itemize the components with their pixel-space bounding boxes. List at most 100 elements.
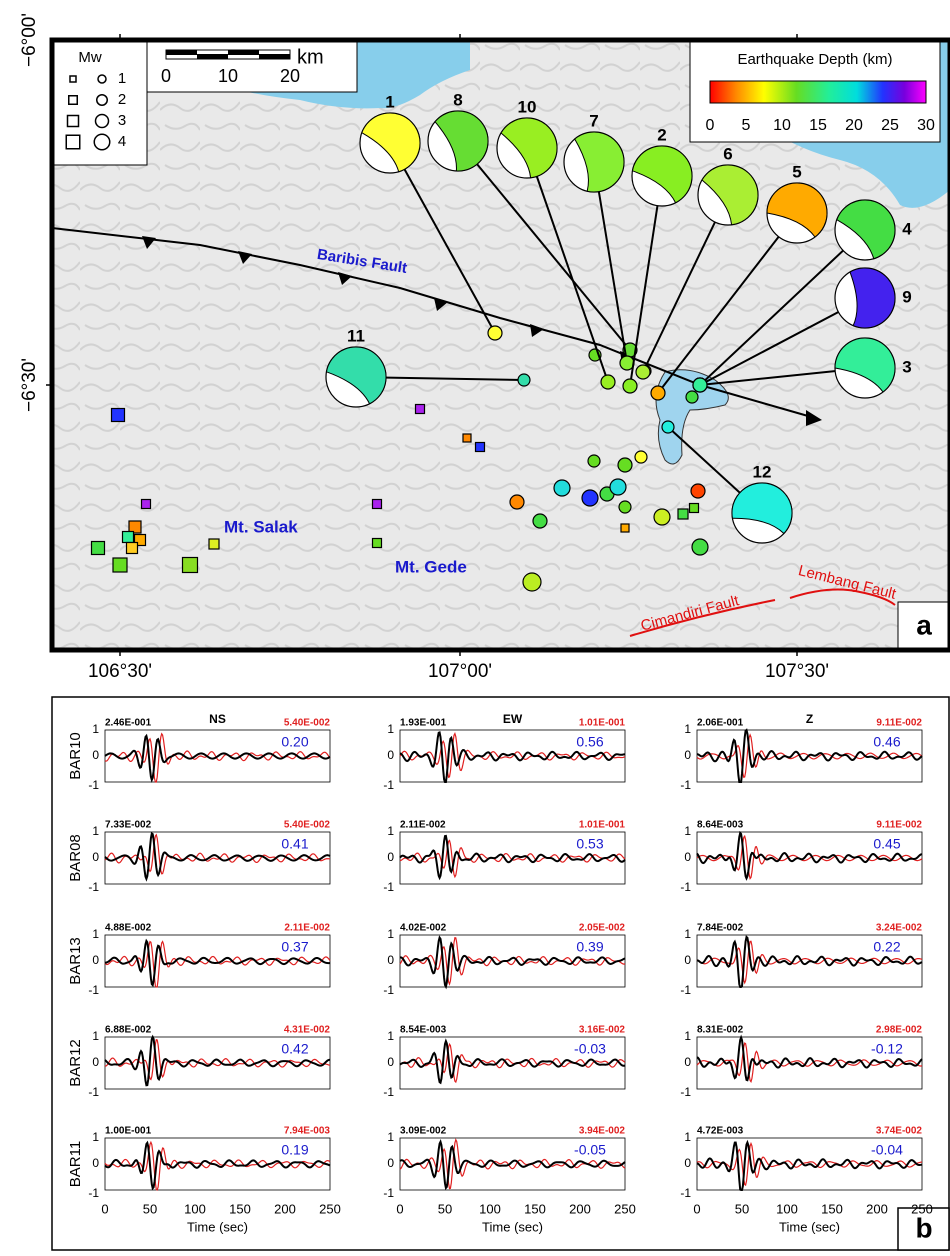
event-label: 4: [902, 219, 912, 238]
x-tick-label: 200: [569, 1201, 591, 1216]
epicenter: [112, 409, 125, 422]
synthetic-amplitude: 5.40E-002: [284, 718, 331, 729]
observed-amplitude: 1.00E-001: [105, 1126, 152, 1137]
x-tick-label: 0: [396, 1201, 403, 1216]
event-label: 7: [589, 111, 598, 130]
y-tick-label: 1: [387, 824, 394, 838]
synthetic-amplitude: 2.98E-002: [876, 1025, 923, 1036]
event-label: 3: [902, 357, 911, 376]
synthetic-amplitude: 2.05E-002: [579, 923, 626, 934]
y-tick-label: 1: [387, 1029, 394, 1043]
epicenter: [183, 558, 198, 573]
observed-amplitude: 8.64E-003: [697, 820, 744, 831]
legend-square: [69, 96, 78, 105]
observed-amplitude: 1.93E-001: [400, 718, 447, 729]
epicenter: [601, 375, 615, 389]
correlation: 0.42: [281, 1041, 308, 1057]
y-tick-label: 0: [92, 748, 99, 762]
synthetic-amplitude: 3.94E-002: [579, 1126, 626, 1137]
correlation: 0.22: [873, 939, 900, 955]
epicenter: [623, 379, 637, 393]
epicenter: [533, 514, 547, 528]
legend-label: 3: [118, 112, 126, 129]
y-tick-label: -1: [88, 1085, 99, 1099]
y-tick-label: -1: [88, 880, 99, 894]
waveform-plot: 10-11.93E-0011.01E-0010.56EW: [383, 712, 625, 792]
epicenter: [662, 421, 674, 433]
epicenter: [518, 374, 530, 386]
legend-circle: [94, 134, 110, 150]
y-tick-label: 1: [387, 1130, 394, 1144]
y-tick-label: -1: [383, 1085, 394, 1099]
synthetic-amplitude: 7.94E-003: [284, 1126, 331, 1137]
epicenter: [588, 455, 600, 467]
event-label: 8: [453, 90, 462, 109]
y-tick-label: 0: [387, 1055, 394, 1069]
colorbar-tick-label: 30: [917, 117, 935, 134]
legend-label: 2: [118, 91, 126, 108]
correlation: 0.20: [281, 734, 308, 750]
epicenter: [488, 326, 502, 340]
observed-amplitude: 2.46E-001: [105, 718, 152, 729]
y-tick-label: -1: [88, 1186, 99, 1200]
colorbar-tick-label: 10: [773, 117, 791, 134]
y-tick-label: 0: [684, 850, 691, 864]
epicenter: [621, 524, 629, 532]
colorbar-tick-label: 0: [706, 117, 715, 134]
y-tick-label: 1: [387, 722, 394, 736]
y-tick-label: 1: [684, 1130, 691, 1144]
epicenter: [209, 539, 219, 549]
x-axis-label: Time (sec): [187, 1219, 248, 1234]
synthetic-amplitude: 3.24E-002: [876, 923, 923, 934]
legend-label: 4: [118, 133, 126, 150]
correlation: 0.46: [873, 734, 900, 750]
x-tick-label: 50: [735, 1201, 749, 1216]
x-tick-label: 0: [693, 1201, 700, 1216]
epicenter: [113, 558, 127, 572]
observed-amplitude: 3.09E-002: [400, 1126, 447, 1137]
x-tick-label: 200: [274, 1201, 296, 1216]
epicenter: [123, 532, 134, 543]
y-tick-label: -1: [383, 1186, 394, 1200]
event-label: 12: [753, 462, 772, 481]
y-tick-label: -1: [383, 983, 394, 997]
synthetic-amplitude: 1.01E-001: [579, 718, 626, 729]
y-tick-label: -1: [383, 778, 394, 792]
legend-square: [70, 76, 76, 82]
volcano-label: Mt. Salak: [224, 517, 298, 536]
y-tick-label: 0: [92, 850, 99, 864]
lon-label: 106°30': [88, 661, 152, 682]
figure: 181072654931112 Baribis Fault Cimandiri …: [0, 0, 950, 1251]
observed-amplitude: 2.11E-002: [400, 820, 446, 831]
scale-bar-box: [147, 40, 357, 92]
y-tick-label: 1: [684, 722, 691, 736]
colorbar-tick-label: 25: [881, 117, 899, 134]
synthetic-amplitude: 2.11E-002: [284, 923, 330, 934]
panel-label: b: [915, 1212, 932, 1243]
x-tick-label: 100: [184, 1201, 206, 1216]
epicenter: [554, 480, 570, 496]
event-label: 6: [723, 144, 732, 163]
x-axis-label: Time (sec): [779, 1219, 840, 1234]
scale-bar: [166, 50, 290, 59]
epicenter: [476, 443, 485, 452]
observed-amplitude: 4.72E-003: [697, 1126, 744, 1137]
y-tick-label: 0: [387, 953, 394, 967]
colorbar-tick-label: 5: [742, 117, 751, 134]
epicenter: [618, 458, 632, 472]
epicenter: [92, 542, 105, 555]
epicenter: [142, 500, 151, 509]
epicenter: [610, 479, 626, 495]
colorbar-tick-label: 15: [809, 117, 827, 134]
y-tick-label: 1: [387, 927, 394, 941]
y-tick-label: 1: [684, 1029, 691, 1043]
lat-label: −6°30': [19, 358, 40, 412]
synthetic-amplitude: 9.11E-002: [876, 820, 922, 831]
y-tick-label: 0: [387, 850, 394, 864]
panel-label: a: [916, 609, 932, 640]
observed-amplitude: 7.33E-002: [105, 820, 152, 831]
observed-amplitude: 8.54E-003: [400, 1025, 447, 1036]
x-tick-label: 200: [866, 1201, 888, 1216]
synthetic-amplitude: 3.16E-002: [579, 1025, 626, 1036]
observed-amplitude: 4.02E-002: [400, 923, 447, 934]
